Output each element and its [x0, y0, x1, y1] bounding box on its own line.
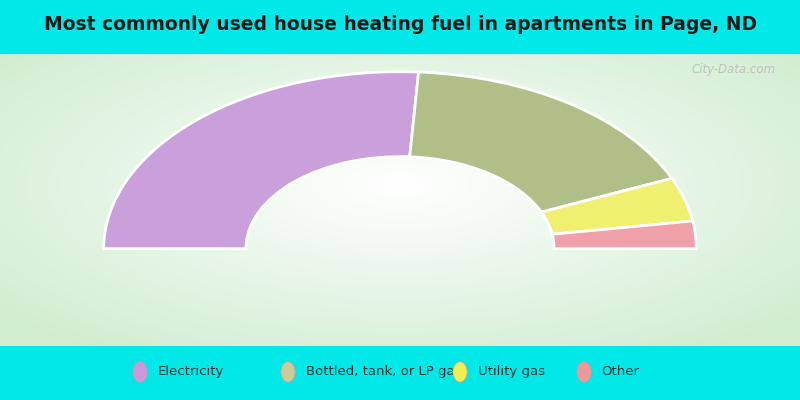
Ellipse shape	[281, 362, 295, 382]
Ellipse shape	[453, 362, 467, 382]
Text: Bottled, tank, or LP gas: Bottled, tank, or LP gas	[306, 366, 461, 378]
Text: City-Data.com: City-Data.com	[692, 63, 776, 76]
Text: Electricity: Electricity	[158, 366, 224, 378]
Wedge shape	[410, 72, 672, 212]
Ellipse shape	[577, 362, 591, 382]
Ellipse shape	[133, 362, 147, 382]
Wedge shape	[104, 72, 418, 249]
Wedge shape	[552, 221, 696, 249]
Wedge shape	[542, 178, 693, 234]
Text: Utility gas: Utility gas	[478, 366, 545, 378]
Text: Most commonly used house heating fuel in apartments in Page, ND: Most commonly used house heating fuel in…	[43, 15, 757, 34]
Text: Other: Other	[602, 366, 640, 378]
